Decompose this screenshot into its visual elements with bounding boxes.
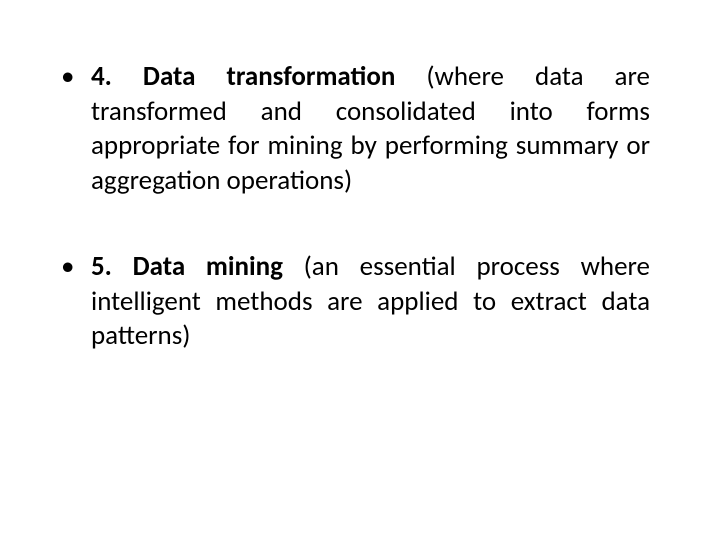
bullet-list: 4. Data transformation (where data are t… bbox=[55, 60, 650, 354]
bullet-lead: 5. Data mining bbox=[91, 250, 283, 283]
bullet-lead: 4. Data transformation bbox=[91, 60, 395, 93]
list-item: 4. Data transformation (where data are t… bbox=[55, 60, 650, 198]
slide: 4. Data transformation (where data are t… bbox=[0, 0, 720, 540]
list-item: 5. Data mining (an essential process whe… bbox=[55, 250, 650, 354]
